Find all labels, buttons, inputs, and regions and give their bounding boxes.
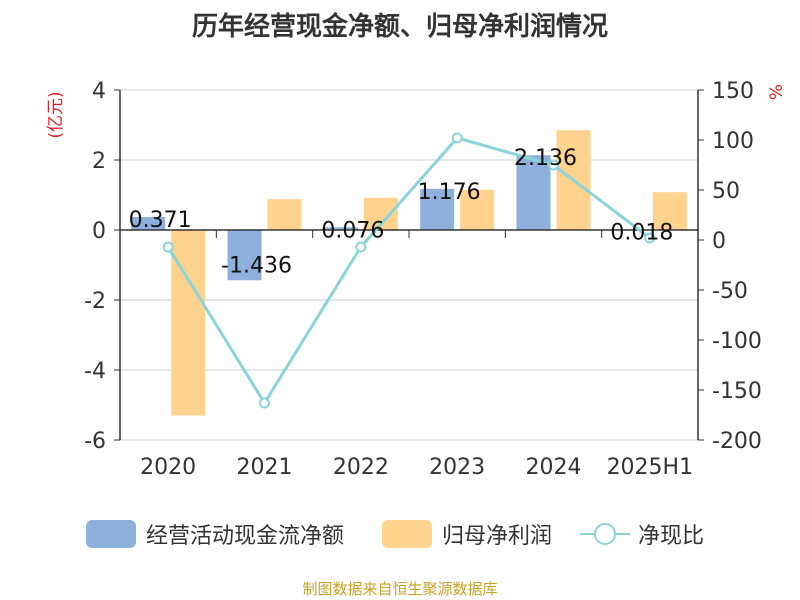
ocf-data-label: 0.371 bbox=[129, 208, 192, 233]
legend-swatch bbox=[382, 520, 432, 548]
x-tick-label: 2022 bbox=[333, 455, 389, 480]
ratio-point bbox=[355, 241, 367, 253]
profit-bar bbox=[460, 189, 495, 230]
ratio-point bbox=[548, 159, 559, 171]
legend-swatch bbox=[580, 520, 630, 548]
ratio-point bbox=[162, 241, 174, 253]
right-tick-label: -100 bbox=[712, 329, 762, 354]
right-tick-label: 100 bbox=[712, 129, 754, 154]
legend-label: 净现比 bbox=[638, 524, 705, 549]
left-tick-label: 4 bbox=[92, 79, 106, 104]
right-tick-label: -150 bbox=[712, 379, 762, 404]
x-tick-label: 2023 bbox=[429, 455, 485, 480]
right-tick-label: 150 bbox=[712, 79, 754, 104]
ocf-bar bbox=[323, 227, 358, 230]
left-tick-label: -2 bbox=[84, 289, 106, 314]
ocf-bar bbox=[420, 188, 455, 230]
ocf-bar bbox=[227, 230, 262, 281]
left-tick-label: 0 bbox=[92, 219, 106, 244]
right-tick-label: 0 bbox=[712, 229, 726, 254]
left-tick-label: -6 bbox=[84, 429, 106, 454]
right-tick-label: 50 bbox=[712, 179, 740, 204]
ocf-data-label: 1.176 bbox=[418, 180, 481, 205]
left-tick-label: -4 bbox=[84, 359, 106, 384]
profit-bar bbox=[267, 199, 302, 230]
ocf-bar bbox=[131, 217, 166, 230]
x-tick-label: 2024 bbox=[526, 455, 582, 480]
ratio-point bbox=[451, 132, 463, 144]
legend-item[interactable]: 经营活动现金流净额 bbox=[86, 514, 344, 554]
ratio-point bbox=[259, 397, 270, 409]
left-axis-unit: (亿元) bbox=[46, 91, 66, 138]
legend: 经营活动现金流净额 归母净利润 净现比 bbox=[0, 514, 800, 554]
x-tick-label: 2021 bbox=[237, 455, 293, 480]
legend-label: 经营活动现金流净额 bbox=[146, 524, 345, 549]
x-tick-label: 2025H1 bbox=[607, 455, 694, 480]
chart-title: 历年经营现金净额、归母净利润情况 bbox=[191, 12, 608, 42]
right-tick-label: -50 bbox=[712, 279, 748, 304]
right-tick-label: -200 bbox=[712, 429, 762, 454]
profit-bar bbox=[652, 192, 687, 230]
legend-item[interactable]: 净现比 bbox=[580, 514, 704, 554]
legend-item[interactable]: 归母净利润 bbox=[382, 514, 552, 554]
x-tick-label: 2020 bbox=[140, 455, 196, 480]
ocf-bar bbox=[516, 155, 551, 230]
ocf-data-label: 2.136 bbox=[514, 146, 577, 171]
legend-swatch bbox=[86, 520, 136, 548]
ocf-data-label: 0.076 bbox=[321, 218, 384, 243]
left-tick-label: 2 bbox=[92, 149, 106, 174]
legend-label: 归母净利润 bbox=[442, 524, 553, 549]
right-axis-unit: % bbox=[767, 84, 787, 100]
source-note: 制图数据来自恒生聚源数据库 bbox=[302, 580, 498, 598]
ocf-data-label: -1.436 bbox=[221, 253, 292, 278]
ratio-line bbox=[166, 136, 651, 406]
ratio-point bbox=[644, 232, 656, 244]
ocf-data-label: 0.018 bbox=[610, 220, 673, 245]
